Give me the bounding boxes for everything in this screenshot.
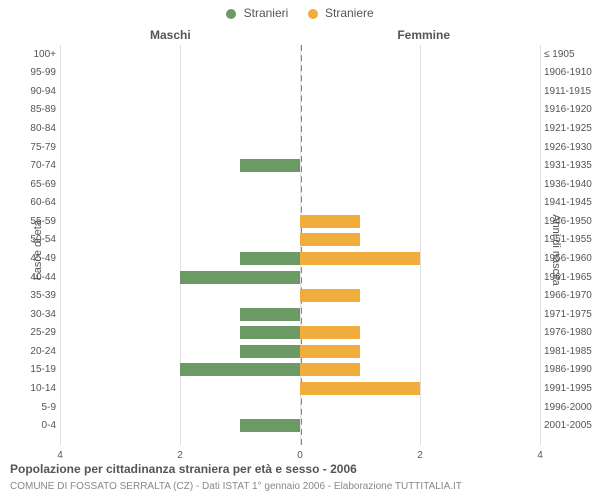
x-tick-label: 0	[297, 450, 303, 461]
age-row: 20-241981-1985	[60, 342, 540, 361]
age-label: 45-49	[18, 253, 56, 264]
birth-year-label: 1961-1965	[544, 272, 598, 283]
plot-area: 42024100+≤ 190595-991906-191090-941911-1…	[60, 45, 540, 445]
birth-year-label: 1981-1985	[544, 346, 598, 357]
legend-label-male: Stranieri	[244, 6, 289, 20]
chart-container: Stranieri Straniere Maschi Femmine Fasce…	[0, 0, 600, 500]
side-title-left: Maschi	[150, 28, 191, 42]
bar-male	[240, 326, 300, 339]
age-label: 35-39	[18, 290, 56, 301]
age-label: 65-69	[18, 179, 56, 190]
birth-year-label: 1946-1950	[544, 216, 598, 227]
bar-male	[240, 419, 300, 432]
x-tick-label: 2	[177, 450, 183, 461]
age-row: 85-891916-1920	[60, 101, 540, 120]
age-row: 30-341971-1975	[60, 305, 540, 324]
bar-female	[300, 233, 360, 246]
x-tick-label: 4	[537, 450, 543, 461]
age-label: 40-44	[18, 272, 56, 283]
age-label: 60-64	[18, 197, 56, 208]
age-row: 60-641941-1945	[60, 194, 540, 213]
bar-female	[300, 363, 360, 376]
age-row: 5-91996-2000	[60, 398, 540, 417]
age-row: 95-991906-1910	[60, 64, 540, 83]
birth-year-label: 1916-1920	[544, 104, 598, 115]
age-row: 15-191986-1990	[60, 361, 540, 380]
sub-caption: COMUNE DI FOSSATO SERRALTA (CZ) - Dati I…	[10, 481, 462, 492]
legend-item-male: Stranieri	[226, 6, 288, 20]
age-row: 75-791926-1930	[60, 138, 540, 157]
age-row: 0-42001-2005	[60, 416, 540, 435]
bar-male	[180, 271, 300, 284]
birth-year-label: 1906-1910	[544, 67, 598, 78]
birth-year-label: 1936-1940	[544, 179, 598, 190]
legend-swatch-female	[308, 9, 318, 19]
bar-male	[240, 308, 300, 321]
age-label: 55-59	[18, 216, 56, 227]
age-row: 90-941911-1915	[60, 82, 540, 101]
age-label: 95-99	[18, 67, 56, 78]
birth-year-label: 1996-2000	[544, 402, 598, 413]
x-tick-label: 4	[57, 450, 63, 461]
birth-year-label: ≤ 1905	[544, 49, 598, 60]
legend-item-female: Straniere	[308, 6, 374, 20]
age-label: 10-14	[18, 383, 56, 394]
birth-year-label: 2001-2005	[544, 420, 598, 431]
bar-male	[240, 252, 300, 265]
age-label: 50-54	[18, 234, 56, 245]
age-row: 45-491956-1960	[60, 249, 540, 268]
birth-year-label: 1931-1935	[544, 160, 598, 171]
bar-female	[300, 326, 360, 339]
age-label: 30-34	[18, 309, 56, 320]
gridline	[540, 45, 541, 445]
age-label: 0-4	[18, 420, 56, 431]
age-label: 90-94	[18, 86, 56, 97]
caption: Popolazione per cittadinanza straniera p…	[10, 462, 357, 476]
side-title-right: Femmine	[397, 28, 450, 42]
bar-male	[180, 363, 300, 376]
bar-female	[300, 345, 360, 358]
birth-year-label: 1986-1990	[544, 364, 598, 375]
age-row: 35-391966-1970	[60, 286, 540, 305]
age-label: 100+	[18, 49, 56, 60]
bar-female	[300, 215, 360, 228]
birth-year-label: 1991-1995	[544, 383, 598, 394]
age-label: 15-19	[18, 364, 56, 375]
legend-label-female: Straniere	[325, 6, 374, 20]
legend-swatch-male	[226, 9, 236, 19]
age-label: 70-74	[18, 160, 56, 171]
age-label: 5-9	[18, 402, 56, 413]
birth-year-label: 1911-1915	[544, 86, 598, 97]
x-tick-label: 2	[417, 450, 423, 461]
bar-female	[300, 382, 420, 395]
bar-male	[240, 345, 300, 358]
age-label: 20-24	[18, 346, 56, 357]
age-row: 80-841921-1925	[60, 119, 540, 138]
age-label: 75-79	[18, 142, 56, 153]
age-row: 65-691936-1940	[60, 175, 540, 194]
bar-female	[300, 289, 360, 302]
age-row: 10-141991-1995	[60, 379, 540, 398]
legend: Stranieri Straniere	[0, 6, 600, 20]
age-label: 25-29	[18, 327, 56, 338]
age-label: 85-89	[18, 104, 56, 115]
bar-male	[240, 159, 300, 172]
bar-female	[300, 252, 420, 265]
age-label: 80-84	[18, 123, 56, 134]
age-row: 55-591946-1950	[60, 212, 540, 231]
age-row: 70-741931-1935	[60, 156, 540, 175]
birth-year-label: 1966-1970	[544, 290, 598, 301]
birth-year-label: 1971-1975	[544, 309, 598, 320]
birth-year-label: 1921-1925	[544, 123, 598, 134]
age-row: 40-441961-1965	[60, 268, 540, 287]
birth-year-label: 1976-1980	[544, 327, 598, 338]
birth-year-label: 1941-1945	[544, 197, 598, 208]
birth-year-label: 1951-1955	[544, 234, 598, 245]
age-row: 100+≤ 1905	[60, 45, 540, 64]
birth-year-label: 1926-1930	[544, 142, 598, 153]
age-row: 50-541951-1955	[60, 231, 540, 250]
age-row: 25-291976-1980	[60, 324, 540, 343]
birth-year-label: 1956-1960	[544, 253, 598, 264]
